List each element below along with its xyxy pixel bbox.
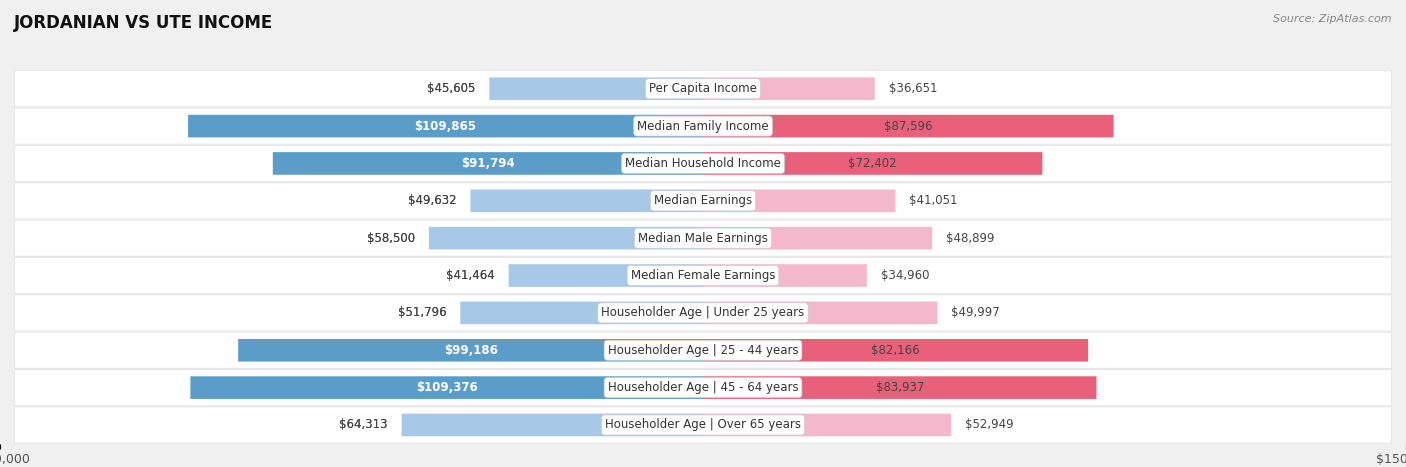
FancyBboxPatch shape	[703, 339, 1088, 361]
FancyBboxPatch shape	[14, 295, 1392, 331]
FancyBboxPatch shape	[703, 376, 1097, 399]
FancyBboxPatch shape	[489, 78, 703, 100]
Text: Median Household Income: Median Household Income	[626, 157, 780, 170]
Text: $36,651: $36,651	[889, 82, 938, 95]
FancyBboxPatch shape	[14, 369, 1392, 406]
Text: $64,313: $64,313	[339, 418, 388, 432]
FancyBboxPatch shape	[14, 220, 1392, 256]
FancyBboxPatch shape	[14, 257, 1392, 294]
FancyBboxPatch shape	[14, 183, 1392, 219]
Text: $87,596: $87,596	[884, 120, 932, 133]
FancyBboxPatch shape	[429, 227, 703, 249]
FancyBboxPatch shape	[14, 258, 1392, 293]
Text: $109,376: $109,376	[416, 381, 478, 394]
Text: Householder Age | 25 - 44 years: Householder Age | 25 - 44 years	[607, 344, 799, 357]
FancyBboxPatch shape	[14, 108, 1392, 144]
Text: $48,899: $48,899	[946, 232, 994, 245]
Text: $58,500: $58,500	[367, 232, 415, 245]
FancyBboxPatch shape	[14, 407, 1392, 443]
Text: $58,500: $58,500	[367, 232, 415, 245]
Text: $41,051: $41,051	[910, 194, 957, 207]
FancyBboxPatch shape	[190, 376, 703, 399]
Text: Per Capita Income: Per Capita Income	[650, 82, 756, 95]
FancyBboxPatch shape	[14, 333, 1392, 368]
Text: Median Earnings: Median Earnings	[654, 194, 752, 207]
FancyBboxPatch shape	[703, 190, 896, 212]
FancyBboxPatch shape	[14, 183, 1392, 219]
Text: $91,794: $91,794	[209, 157, 259, 170]
Text: $49,997: $49,997	[952, 306, 1000, 319]
Text: $91,794: $91,794	[461, 157, 515, 170]
Text: $72,402: $72,402	[848, 157, 897, 170]
FancyBboxPatch shape	[703, 78, 875, 100]
Text: $109,865: $109,865	[118, 120, 174, 133]
Text: $64,313: $64,313	[339, 418, 388, 432]
Text: $109,376: $109,376	[121, 381, 176, 394]
FancyBboxPatch shape	[273, 152, 703, 175]
Text: $41,464: $41,464	[446, 269, 495, 282]
Text: $51,796: $51,796	[398, 306, 446, 319]
Text: $41,464: $41,464	[446, 269, 495, 282]
Text: $83,937: $83,937	[876, 381, 924, 394]
Text: Median Family Income: Median Family Income	[637, 120, 769, 133]
Text: $49,632: $49,632	[408, 194, 457, 207]
Text: $45,605: $45,605	[427, 82, 475, 95]
FancyBboxPatch shape	[14, 220, 1392, 256]
Text: $109,865: $109,865	[415, 120, 477, 133]
FancyBboxPatch shape	[703, 115, 1114, 137]
Text: Householder Age | Under 25 years: Householder Age | Under 25 years	[602, 306, 804, 319]
FancyBboxPatch shape	[14, 145, 1392, 182]
FancyBboxPatch shape	[188, 115, 703, 137]
Text: $82,166: $82,166	[872, 344, 920, 357]
Text: $52,949: $52,949	[965, 418, 1014, 432]
FancyBboxPatch shape	[402, 414, 703, 436]
Text: $49,632: $49,632	[408, 194, 457, 207]
FancyBboxPatch shape	[14, 146, 1392, 181]
FancyBboxPatch shape	[460, 302, 703, 324]
FancyBboxPatch shape	[703, 152, 1042, 175]
FancyBboxPatch shape	[14, 332, 1392, 368]
FancyBboxPatch shape	[471, 190, 703, 212]
FancyBboxPatch shape	[14, 407, 1392, 443]
FancyBboxPatch shape	[14, 71, 1392, 106]
FancyBboxPatch shape	[509, 264, 703, 287]
Text: Source: ZipAtlas.com: Source: ZipAtlas.com	[1274, 14, 1392, 24]
FancyBboxPatch shape	[14, 370, 1392, 405]
Text: $51,796: $51,796	[398, 306, 446, 319]
Text: $45,605: $45,605	[427, 82, 475, 95]
FancyBboxPatch shape	[703, 414, 950, 436]
Text: Householder Age | Over 65 years: Householder Age | Over 65 years	[605, 418, 801, 432]
Text: $99,186: $99,186	[176, 344, 224, 357]
Text: $34,960: $34,960	[882, 269, 929, 282]
FancyBboxPatch shape	[703, 264, 868, 287]
Text: JORDANIAN VS UTE INCOME: JORDANIAN VS UTE INCOME	[14, 14, 273, 32]
FancyBboxPatch shape	[14, 108, 1392, 144]
FancyBboxPatch shape	[703, 227, 932, 249]
Text: Median Male Earnings: Median Male Earnings	[638, 232, 768, 245]
FancyBboxPatch shape	[14, 295, 1392, 331]
FancyBboxPatch shape	[703, 302, 938, 324]
FancyBboxPatch shape	[14, 71, 1392, 107]
Text: Householder Age | 45 - 64 years: Householder Age | 45 - 64 years	[607, 381, 799, 394]
FancyBboxPatch shape	[238, 339, 703, 361]
Text: $99,186: $99,186	[444, 344, 498, 357]
Text: Median Female Earnings: Median Female Earnings	[631, 269, 775, 282]
